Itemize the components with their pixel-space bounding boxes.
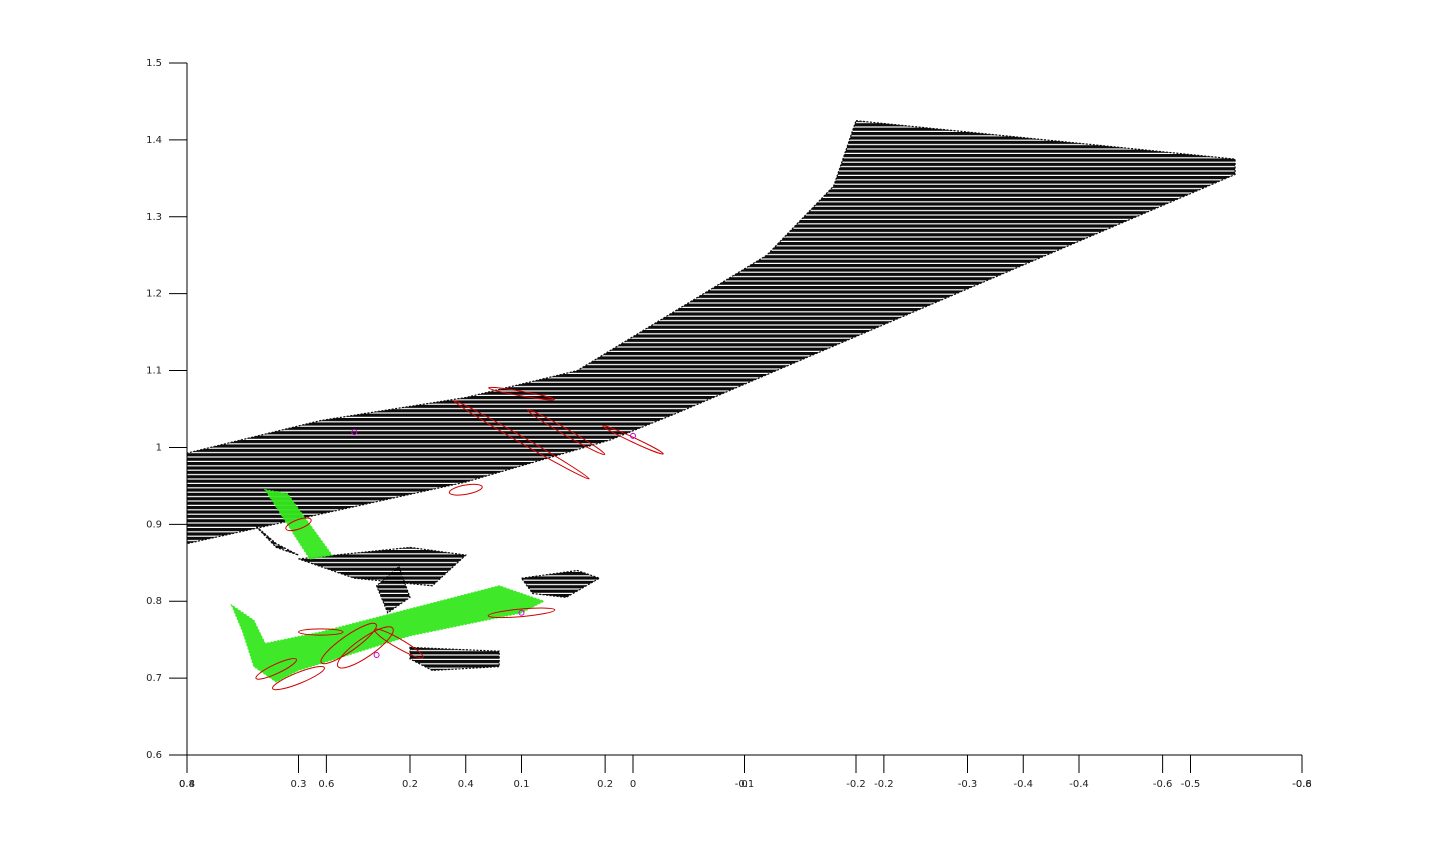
y-tick-label: 0.7 — [146, 673, 162, 684]
x-tick-label: 0 — [630, 779, 636, 790]
y-tick-label: 1.1 — [146, 366, 162, 377]
x-tick-label: 0.2 — [597, 779, 613, 790]
x-tick-label: -0.5 — [1181, 779, 1201, 790]
x-tick-label: 0.2 — [402, 779, 418, 790]
covariance-ellipse — [272, 666, 325, 691]
x-tick-label: 0 — [741, 779, 747, 790]
point-cloud-region — [409, 646, 500, 672]
point-cloud-region — [375, 565, 411, 614]
covariance-ellipse — [374, 628, 424, 659]
marker-point — [630, 432, 636, 439]
covariance-ellipse — [337, 626, 394, 669]
y-tick-label: 0.6 — [146, 750, 162, 761]
covariance-ellipse — [285, 517, 312, 532]
point-cloud-region — [263, 488, 334, 560]
marker-point — [518, 609, 525, 616]
covariance-ellipse — [487, 607, 556, 619]
x-tick-label: 0.1 — [514, 779, 530, 790]
y-tick-label: 0.9 — [146, 519, 162, 530]
covariance-ellipse — [602, 425, 664, 455]
y-tick-label: 1.5 — [146, 58, 162, 69]
covariance-ellipse — [453, 400, 590, 480]
point-cloud-region — [298, 546, 468, 587]
covariance-ellipse — [448, 483, 483, 496]
x-tick-label: -0.2 — [846, 779, 866, 790]
data-layer — [187, 120, 1236, 691]
covariance-ellipse — [298, 628, 344, 636]
x-tick-label: -0.1 — [735, 779, 755, 790]
y-tick-label: 1 — [156, 442, 162, 453]
x-tick-label: -0.4 — [1069, 779, 1089, 790]
point-cloud-region — [187, 120, 1236, 545]
marker-point — [351, 429, 358, 436]
x-tick-label: -0.6 — [1292, 779, 1312, 790]
point-cloud-region — [520, 569, 601, 599]
x-tick-label: 0.6 — [318, 779, 334, 790]
y-tick-label: 0.8 — [146, 596, 162, 607]
y-tick-label: 1.4 — [146, 135, 162, 146]
point-cloud-region — [253, 523, 299, 556]
y-tick-label: 1.3 — [146, 212, 162, 223]
covariance-ellipse — [488, 386, 555, 401]
x-tick-label: -0.4 — [1013, 779, 1033, 790]
axes: 0.6 0.7 0.8 0.9 1 1.1 1.2 1.3 1.4 1.5 0.8 0.6 0.4 0.2… — [146, 58, 1312, 790]
covariance-ellipse — [526, 409, 606, 456]
x-tick-label: -0.2 — [874, 779, 894, 790]
covariance-ellipse — [255, 658, 298, 680]
x-tick-label: -0.6 — [1153, 779, 1173, 790]
x-tick-label: 0.3 — [291, 779, 307, 790]
covariance-ellipse — [320, 622, 377, 665]
y-tick-label: 1.2 — [146, 289, 162, 300]
x-tick-label: -0.8 — [1292, 779, 1312, 790]
x-tick-label: 0.4 — [179, 779, 195, 790]
x-tick-label: 0.4 — [458, 779, 474, 790]
marker-point — [373, 652, 380, 658]
x-tick-label: -0.3 — [958, 779, 978, 790]
x-tick-label: 0.8 — [179, 779, 195, 790]
point-cloud-region — [230, 585, 546, 683]
